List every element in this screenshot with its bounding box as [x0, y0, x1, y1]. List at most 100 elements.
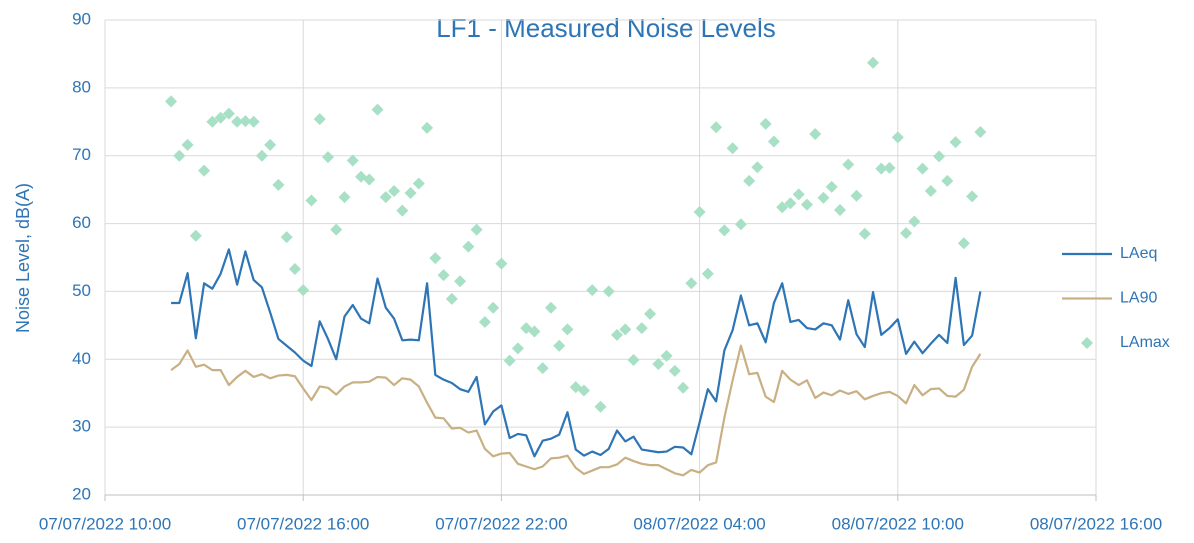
data-point: [445, 292, 458, 305]
data-point: [594, 400, 607, 413]
x-tick-label: 08/07/2022 10:00: [832, 514, 964, 533]
data-point: [668, 364, 681, 377]
data-point: [718, 224, 731, 237]
data-point: [809, 128, 822, 140]
data-point: [305, 194, 318, 207]
data-point: [321, 151, 334, 164]
data-point: [297, 284, 310, 297]
y-tick-label: 60: [72, 213, 91, 232]
data-point: [685, 277, 698, 290]
data-point: [462, 240, 475, 253]
data-point: [734, 218, 747, 231]
data-point: [693, 206, 706, 219]
data-point: [487, 301, 500, 314]
y-tick-label: 40: [72, 349, 91, 368]
data-point: [652, 358, 665, 371]
data-point: [288, 263, 301, 276]
data-point: [165, 95, 178, 108]
data-point: [214, 111, 227, 124]
data-point: [627, 353, 640, 366]
x-tick-label: 07/07/2022 10:00: [39, 514, 171, 533]
x-tick-label: 07/07/2022 22:00: [435, 514, 567, 533]
data-point: [833, 204, 846, 216]
data-point: [388, 185, 401, 197]
data-point: [759, 117, 772, 130]
data-point: [611, 328, 624, 341]
data-point: [619, 323, 632, 336]
data-point: [553, 339, 566, 352]
data-point: [421, 121, 434, 134]
data-point: [586, 284, 599, 297]
data-point: [272, 178, 285, 191]
x-tick-label: 07/07/2022 16:00: [237, 514, 369, 533]
data-point: [792, 188, 805, 201]
data-point: [957, 237, 970, 250]
data-point: [454, 275, 467, 288]
data-point: [842, 158, 855, 171]
y-tick-label: 90: [72, 9, 91, 28]
data-point: [478, 315, 491, 328]
data-point: [222, 107, 235, 120]
data-point: [825, 180, 838, 193]
legend-label: LA90: [1120, 290, 1157, 307]
data-point: [710, 121, 723, 134]
legend-label: LAmax: [1120, 334, 1170, 351]
data-point: [875, 162, 888, 175]
data-point: [660, 349, 673, 362]
x-tick-label: 08/07/2022 04:00: [633, 514, 765, 533]
data-point: [883, 161, 896, 174]
y-tick-label: 70: [72, 145, 91, 164]
y-tick-label: 20: [72, 484, 91, 503]
legend-label: LAeq: [1120, 245, 1157, 262]
data-point: [966, 190, 979, 203]
data-point: [404, 187, 417, 200]
data-point: [470, 223, 483, 236]
y-tick-label: 80: [72, 77, 91, 96]
data-point: [429, 252, 442, 265]
y-tick-label: 50: [72, 281, 91, 300]
data-point: [577, 384, 590, 397]
data-point: [379, 191, 392, 204]
data-point: [751, 161, 764, 174]
data-point: [231, 115, 244, 128]
data-point: [503, 354, 516, 367]
data-point: [850, 189, 863, 202]
data-point: [536, 362, 549, 375]
data-point: [173, 149, 186, 162]
data-point: [247, 115, 260, 128]
y-tick-label: 30: [72, 417, 91, 436]
data-point: [776, 201, 789, 214]
data-point: [412, 177, 425, 190]
data-point: [767, 135, 780, 148]
data-point: [511, 342, 524, 355]
data-point: [544, 301, 557, 314]
data-point: [891, 131, 904, 144]
data-point: [280, 231, 293, 244]
data-point: [908, 215, 921, 228]
legend-swatch: [1081, 337, 1093, 349]
data-point: [974, 125, 987, 138]
data-point: [644, 307, 657, 320]
data-point: [206, 115, 219, 128]
data-point: [396, 204, 409, 217]
data-point: [363, 173, 376, 186]
data-point: [189, 229, 202, 242]
series-line: [170, 344, 982, 477]
data-point: [867, 56, 880, 69]
data-point: [181, 138, 194, 151]
data-point: [858, 227, 871, 240]
data-point: [255, 149, 268, 162]
data-point: [346, 154, 359, 167]
data-point: [198, 164, 211, 177]
data-point: [313, 113, 326, 126]
data-point: [726, 142, 739, 155]
data-point: [817, 191, 830, 204]
data-point: [602, 285, 615, 298]
data-point: [900, 227, 913, 240]
data-point: [701, 267, 714, 280]
data-point: [635, 322, 648, 335]
x-tick-label: 08/07/2022 16:00: [1030, 514, 1162, 533]
data-point: [924, 185, 937, 197]
data-point: [371, 103, 384, 116]
